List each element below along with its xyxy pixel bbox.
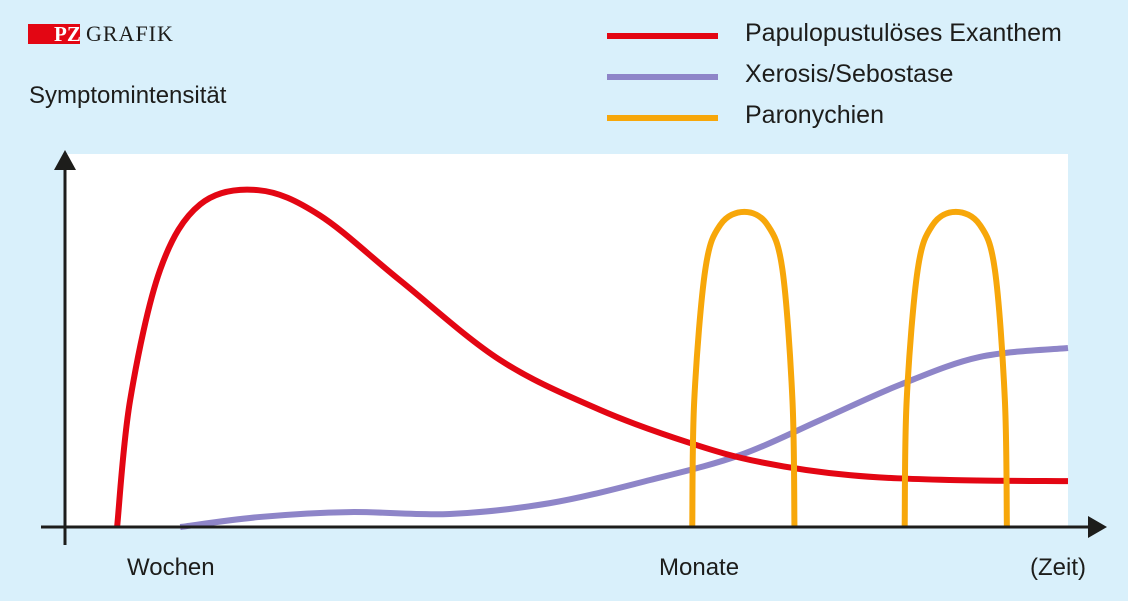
logo-badge [28,24,80,44]
x-axis-label: (Zeit) [1030,554,1086,581]
x-tick-label-monate: Monate [659,554,740,581]
legend-label-2: Paronychien [745,101,884,129]
series-line-paronychien-2 [901,208,1010,528]
y-axis-label: Symptomintensität [29,82,227,109]
logo-text: GRAFIK [86,21,174,46]
y-axis-arrow [54,150,76,170]
logo-badge-text: PZ [54,22,81,46]
series-line-papulopustul-ses-exanthem [114,186,1069,528]
legend-label-0: Papulopustulöses Exanthem [745,19,1062,47]
series-line-xerosis-sebostase [179,344,1069,530]
series-line-paronychien-1 [689,208,798,528]
x-tick-label-wochen: Wochen [127,554,215,581]
x-axis-arrow [1088,516,1107,538]
legend-label-1: Xerosis/Sebostase [745,60,954,88]
plot-area [66,154,1068,527]
